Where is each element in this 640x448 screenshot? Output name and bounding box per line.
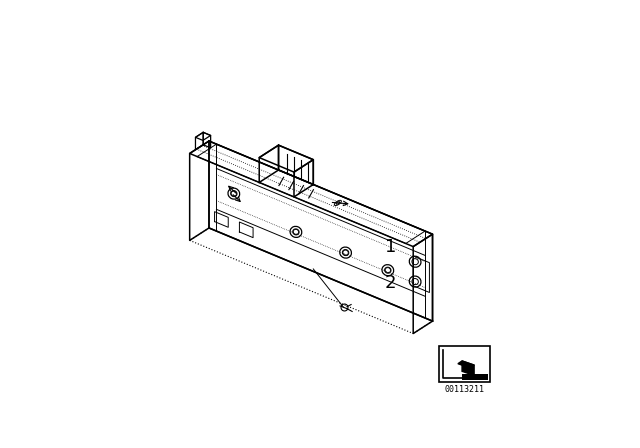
Bar [439,346,490,382]
Polygon shape [462,361,474,375]
Polygon shape [458,361,474,368]
Text: 2: 2 [385,274,396,292]
Bar [462,374,488,380]
Text: 00113211: 00113211 [445,385,484,394]
Text: 1: 1 [385,238,396,256]
